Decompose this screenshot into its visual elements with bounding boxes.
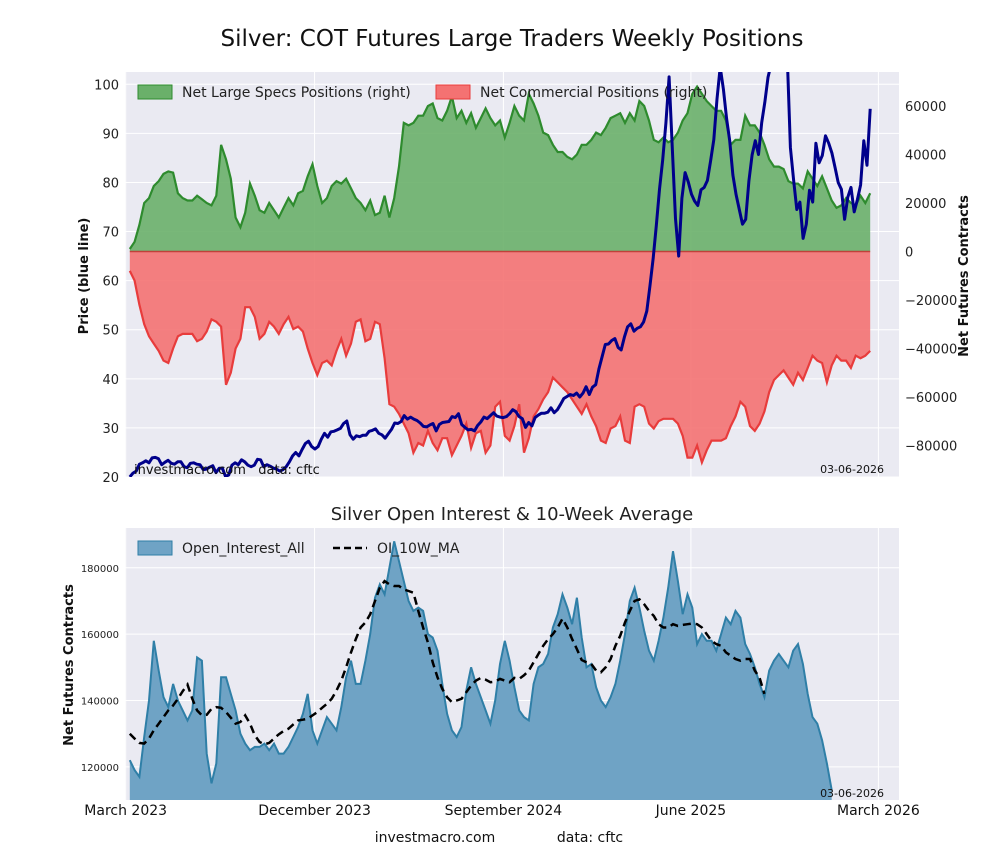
net-contracts-tick-label: 20000 <box>905 197 946 212</box>
price-tick-label: 20 <box>102 471 119 486</box>
price-tick-label: 50 <box>102 324 119 339</box>
net-contracts-tick-label: 40000 <box>905 148 946 163</box>
price-axis-label: Price (blue line) <box>77 218 92 335</box>
oi-tick-label: 160000 <box>81 630 119 641</box>
legend-label-oi-ma: OI_10W_MA <box>377 541 460 557</box>
price-line <box>128 72 872 477</box>
legend-swatch-commercial <box>435 84 471 100</box>
positions-chart: 20 30 40 50 60 70 80 90 100 −80000 −60000 −40000 −2… <box>77 72 972 486</box>
net-contracts-axis-label: Net Futures Contracts <box>957 195 972 357</box>
price-tick-label: 30 <box>102 422 119 437</box>
date-tick-label: June 2025 <box>655 803 727 819</box>
oi-tick-label: 120000 <box>81 763 119 774</box>
date-tick-label: March 2026 <box>837 803 920 819</box>
positions-legend: Net Large Specs Positions (right) Net Co… <box>137 84 707 101</box>
legend-swatch-open-interest <box>137 540 173 556</box>
oi-ma-line <box>128 579 766 746</box>
positions-date-note: 03-06-2026 <box>820 463 884 476</box>
net-contracts-tick-label: 60000 <box>905 100 946 115</box>
footer-source: data: cftc <box>557 830 623 846</box>
legend-label-open-interest: Open_Interest_All <box>182 541 305 557</box>
legend-label-commercial: Net Commercial Positions (right) <box>480 85 707 101</box>
net-contracts-tick-label: 0 <box>905 245 913 260</box>
open-interest-chart: Silver Open Interest & 10-Week Average 1… <box>62 504 920 819</box>
date-tick-label: March 2023 <box>84 803 167 819</box>
commercial-line <box>128 270 871 466</box>
net-contracts-tick-label: −40000 <box>905 342 957 357</box>
price-tick-label: 100 <box>94 78 119 93</box>
figure-title: Silver: COT Futures Large Traders Weekly… <box>221 26 804 52</box>
net-contracts-tick-label: −60000 <box>905 391 957 406</box>
price-tick-label: 40 <box>102 373 119 388</box>
open-interest-series <box>128 541 833 800</box>
large-specs-area <box>129 86 871 252</box>
footer-site: investmacro.com <box>375 830 495 846</box>
open-interest-title: Silver Open Interest & 10-Week Average <box>331 504 694 525</box>
large-specs-line <box>128 84 872 250</box>
open-interest-legend: Open_Interest_All OI_10W_MA <box>137 540 460 557</box>
date-tick-label: September 2024 <box>445 803 563 819</box>
date-tick-label: December 2023 <box>258 803 371 819</box>
price-tick-label: 60 <box>102 275 119 290</box>
legend-swatch-large-specs <box>137 84 173 100</box>
price-axis: 20 30 40 50 60 70 80 90 100 <box>94 78 119 486</box>
oi-tick-label: 140000 <box>81 696 119 707</box>
open-interest-date-note: 03-06-2026 <box>820 787 884 800</box>
open-interest-area <box>129 541 832 800</box>
date-axis: March 2023 December 2023 September 2024 Jun… <box>84 803 920 819</box>
positions-source-note: investmacro.com data: cftc <box>134 463 320 478</box>
net-contracts-tick-label: −20000 <box>905 294 957 309</box>
open-interest-y-axis: 120000 140000 160000 180000 <box>81 564 119 774</box>
oi-tick-label: 180000 <box>81 564 119 575</box>
price-tick-label: 90 <box>102 127 119 142</box>
legend-label-large-specs: Net Large Specs Positions (right) <box>182 85 411 101</box>
positions-series <box>128 72 872 477</box>
price-tick-label: 70 <box>102 226 119 241</box>
net-contracts-axis: −80000 −60000 −40000 −20000 0 20000 40000 60000 <box>905 100 957 455</box>
net-contracts-tick-label: −80000 <box>905 439 957 454</box>
price-tick-label: 80 <box>102 176 119 191</box>
commercial-area <box>129 251 871 463</box>
open-interest-line <box>128 541 833 791</box>
open-interest-axis-label: Net Futures Contracts <box>62 584 77 746</box>
